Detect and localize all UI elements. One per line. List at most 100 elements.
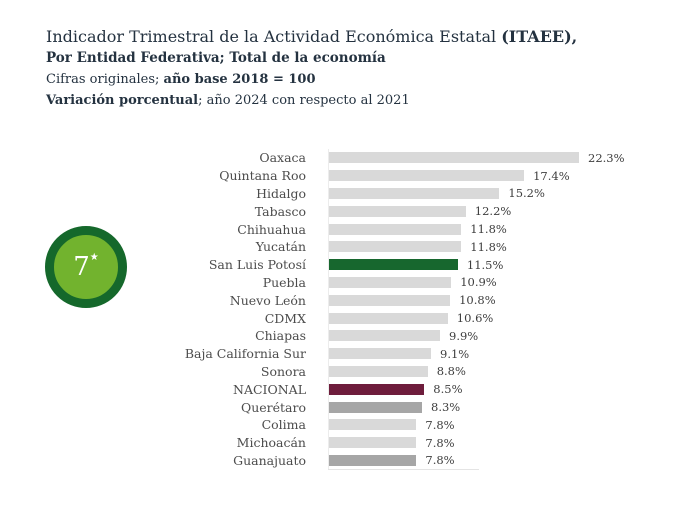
- note-variation-bold: Variación porcentual: [46, 93, 199, 108]
- bar-track: 8.3%: [328, 398, 689, 416]
- value-label: 10.8%: [459, 293, 496, 308]
- chart-row: Quintana Roo 17.4%: [46, 166, 689, 185]
- chart-row: Puebla 10.9%: [46, 273, 689, 292]
- bar-track: 7.8%: [328, 433, 689, 452]
- chart-row: Sonora 8.8%: [46, 362, 689, 381]
- bar-track: 10.6%: [328, 309, 689, 327]
- bar: [329, 276, 452, 288]
- chart-row: Nuevo León 10.8%: [46, 291, 689, 310]
- category-label: San Luis Potosí: [208, 257, 306, 273]
- chart-header: Indicador Trimestral de la Actividad Eco…: [46, 26, 666, 111]
- bar-track: 10.9%: [328, 273, 689, 292]
- bar-track: 7.8%: [328, 415, 689, 434]
- category-label: Oaxaca: [259, 150, 306, 166]
- category-label: Hidalgo: [256, 185, 306, 201]
- chart-note-base-year: Cifras originales; año base 2018 = 100: [46, 69, 666, 90]
- category-label: Tabasco: [254, 203, 306, 219]
- value-label: 11.8%: [470, 239, 507, 254]
- value-label: 7.8%: [425, 453, 455, 468]
- category-label: Puebla: [262, 274, 306, 290]
- chart-row: Tabasco 12.2%: [46, 202, 689, 221]
- chart-row: Michoacán 7.8%: [46, 433, 689, 452]
- value-label: 9.9%: [449, 328, 479, 343]
- value-label: 10.6%: [456, 311, 494, 326]
- chart-row: San Luis Potosí 11.5%: [46, 255, 689, 274]
- bar-track: 10.8%: [328, 291, 689, 310]
- chart-subtitle: Por Entidad Federativa; Total de la econ…: [46, 50, 386, 66]
- value-label: 11.5%: [466, 257, 504, 272]
- bar: [329, 152, 579, 164]
- value-label: 22.3%: [588, 150, 625, 165]
- category-label: Nuevo León: [229, 292, 306, 308]
- bar-track: 11.5%: [328, 255, 689, 274]
- bar: [329, 437, 417, 449]
- bar-track: 9.9%: [328, 326, 689, 345]
- rank-badge: 7 ★: [45, 226, 127, 308]
- category-label: Guanajuato: [233, 452, 306, 468]
- category-label: Chiapas: [255, 328, 306, 344]
- value-label: 17.4%: [533, 168, 570, 183]
- bar: [329, 223, 462, 235]
- star-icon: ★: [89, 252, 99, 263]
- category-label: CDMX: [264, 310, 306, 326]
- chart-title-regular: Indicador Trimestral de la Actividad Eco…: [46, 27, 502, 46]
- category-label: Sonora: [260, 363, 306, 379]
- value-label: 11.8%: [470, 222, 507, 237]
- bar-track: 15.2%: [328, 184, 689, 203]
- chart-title-bold: (ITAEE),: [501, 27, 578, 46]
- value-label: 15.2%: [508, 186, 545, 201]
- bar: [329, 348, 431, 360]
- category-label: NACIONAL: [233, 381, 306, 397]
- chart-row: Guanajuato 7.8%: [46, 451, 689, 470]
- bar: [329, 294, 451, 306]
- bar: [329, 205, 466, 217]
- x-axis-line: [328, 469, 479, 471]
- bar: [329, 187, 500, 199]
- bar: [329, 419, 417, 431]
- bar-track: 17.4%: [328, 166, 689, 185]
- category-label: Baja California Sur: [184, 346, 306, 362]
- bar: [329, 312, 448, 324]
- value-label: 8.3%: [431, 400, 461, 415]
- note-base-year-bold: año base 2018 = 100: [163, 72, 316, 87]
- value-label: 8.5%: [433, 382, 463, 397]
- bar: [329, 259, 458, 271]
- bar: [329, 454, 417, 466]
- category-label: Michoacán: [236, 435, 306, 451]
- bar-track: 8.5%: [328, 380, 689, 399]
- bar: [329, 241, 462, 253]
- category-label: Chihuahua: [237, 221, 306, 237]
- chart-note-variation: Variación porcentual; año 2024 con respe…: [46, 90, 666, 111]
- bar-chart: Oaxaca 22.3% Quintana Roo 17.4% Hidalgo 15.2%…: [46, 149, 689, 471]
- bar-track: 11.8%: [328, 237, 689, 256]
- bar-track: 8.8%: [328, 362, 689, 381]
- category-label: Yucatán: [255, 239, 306, 255]
- chart-row: NACIONAL 8.5%: [46, 380, 689, 399]
- note-variation-regular: ; año 2024 con respecto al 2021: [198, 93, 410, 108]
- bar-track: 12.2%: [328, 202, 689, 221]
- value-label: 8.8%: [436, 364, 466, 379]
- bar-track: 22.3%: [328, 149, 689, 167]
- rank-number: 7: [73, 252, 90, 282]
- note-cifras: Cifras originales;: [46, 72, 164, 87]
- bar: [329, 383, 425, 395]
- value-label: 7.8%: [425, 417, 455, 432]
- bar: [329, 401, 422, 413]
- value-label: 9.1%: [440, 346, 470, 361]
- bar-track: 11.8%: [328, 220, 689, 238]
- chart-row: Hidalgo 15.2%: [46, 184, 689, 203]
- chart-row: Chihuahua 11.8%: [46, 220, 689, 238]
- value-label: 12.2%: [474, 204, 512, 219]
- category-label: Querétaro: [240, 399, 306, 415]
- chart-row: Chiapas 9.9%: [46, 326, 689, 345]
- category-label: Quintana Roo: [219, 168, 306, 184]
- chart-row: Querétaro 8.3%: [46, 398, 689, 416]
- chart-title: Indicador Trimestral de la Actividad Eco…: [46, 26, 666, 48]
- chart-row: Colima 7.8%: [46, 415, 689, 434]
- chart-row: Yucatán 11.8%: [46, 237, 689, 256]
- value-label: 10.9%: [460, 275, 497, 290]
- chart-row: Oaxaca 22.3%: [46, 149, 689, 167]
- chart-row: Baja California Sur 9.1%: [46, 344, 689, 363]
- bar: [329, 365, 428, 377]
